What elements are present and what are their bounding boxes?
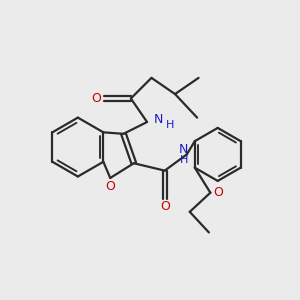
Text: O: O bbox=[105, 180, 115, 193]
Text: O: O bbox=[91, 92, 101, 105]
Text: N: N bbox=[154, 112, 163, 126]
Text: H: H bbox=[180, 155, 188, 165]
Text: N: N bbox=[179, 142, 188, 156]
Text: O: O bbox=[160, 200, 170, 213]
Text: O: O bbox=[214, 186, 224, 199]
Text: H: H bbox=[166, 120, 175, 130]
